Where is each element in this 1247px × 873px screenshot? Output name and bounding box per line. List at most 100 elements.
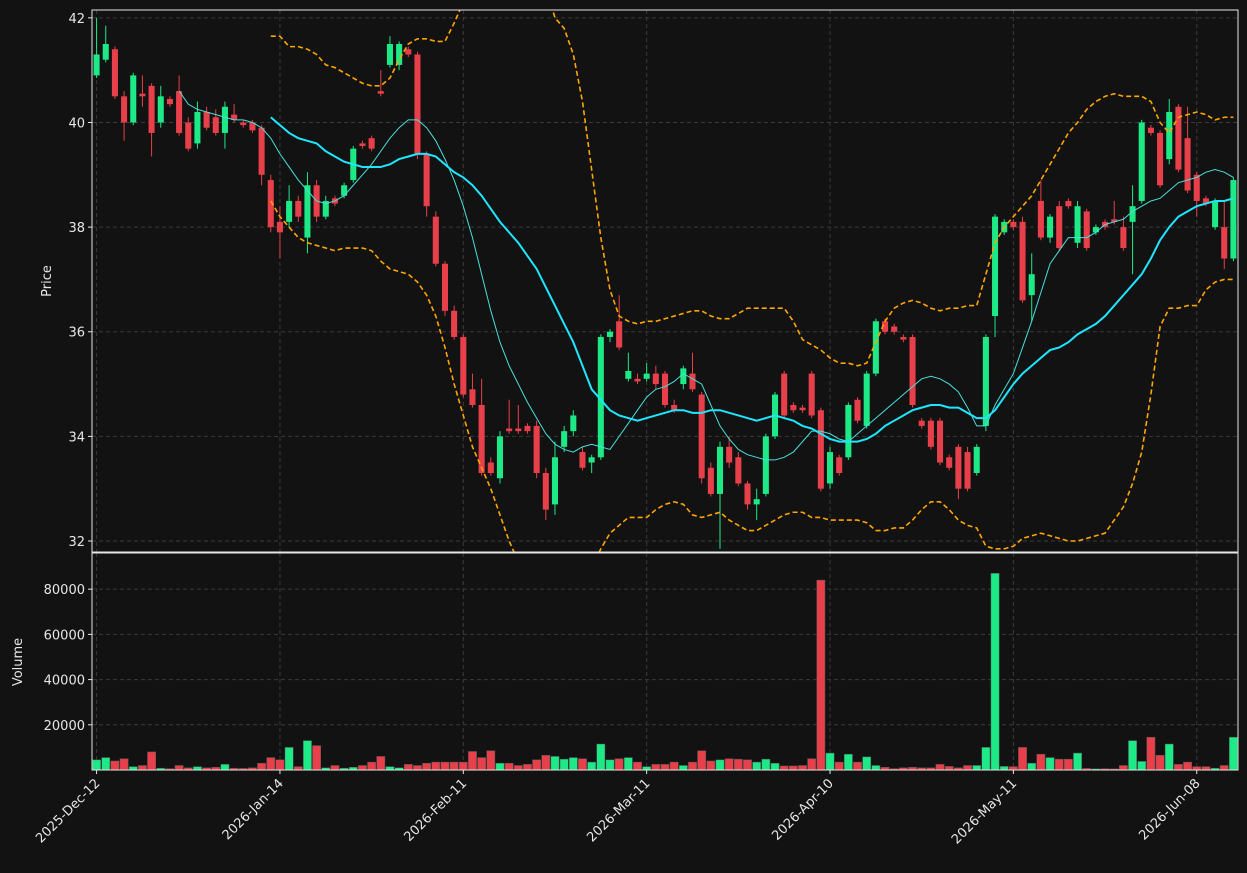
- volume-bar: [193, 766, 202, 770]
- candle-body: [900, 336, 907, 340]
- volume-bar: [550, 756, 560, 770]
- y-tick-label: 32: [68, 535, 85, 550]
- candle-body: [1138, 122, 1145, 201]
- volume-bar: [871, 765, 881, 770]
- y-tick-label: 40: [68, 116, 85, 131]
- candle-body: [111, 49, 118, 97]
- candle-body: [909, 336, 916, 405]
- volume-bar: [376, 756, 386, 770]
- candle-body: [1056, 206, 1063, 249]
- candle-body: [432, 216, 439, 264]
- volume-bar: [568, 757, 578, 770]
- candle-body: [322, 200, 329, 217]
- candle-body: [1175, 106, 1182, 170]
- candle-body: [588, 457, 595, 463]
- candle-body: [918, 420, 925, 426]
- candle-body: [231, 114, 238, 120]
- candle-body: [606, 331, 614, 337]
- volume-bar: [458, 761, 468, 770]
- volume-bar: [1219, 765, 1229, 770]
- candle-body: [799, 407, 806, 411]
- volume-bar: [1119, 765, 1128, 770]
- y-tick-label: 34: [68, 430, 85, 445]
- candle-body: [276, 221, 283, 233]
- candle-body: [762, 436, 769, 494]
- volume-bar: [1183, 761, 1192, 770]
- candle-body: [781, 373, 788, 416]
- volume-bar: [651, 764, 661, 770]
- candle-body: [698, 394, 705, 479]
- candle-body: [1074, 206, 1081, 243]
- volume-bar: [990, 573, 1000, 770]
- volume-bar: [477, 757, 487, 770]
- volume-bar: [220, 764, 230, 770]
- candle-body: [1111, 219, 1118, 222]
- volume-bar: [1155, 755, 1165, 770]
- candle-body: [616, 321, 623, 348]
- candle-body: [377, 91, 384, 94]
- candle-body: [561, 431, 568, 447]
- price-frame: [91, 9, 1239, 553]
- candle-body: [845, 404, 852, 458]
- volume-bar: [660, 764, 670, 770]
- volume-bar: [449, 761, 459, 770]
- volume-bar: [596, 743, 606, 770]
- volume-bar: [834, 761, 844, 770]
- y-tick-label: 40000: [44, 674, 85, 689]
- overlay-line: [270, 116, 1234, 443]
- candle-body: [634, 378, 641, 382]
- volume-bar: [422, 762, 432, 770]
- volume-bar: [981, 747, 991, 770]
- candle-body: [551, 457, 559, 505]
- candle-body: [973, 446, 980, 474]
- candle-body: [487, 462, 494, 474]
- candle-body: [946, 457, 953, 468]
- candle-body: [625, 370, 632, 379]
- candle-body: [121, 96, 128, 123]
- candle-body: [93, 54, 100, 76]
- candle-body: [542, 473, 549, 510]
- volume-bar: [431, 761, 441, 770]
- volume-bar: [413, 765, 422, 770]
- volume-bar: [733, 758, 743, 770]
- candle-body: [240, 122, 247, 126]
- candle-body: [185, 122, 192, 149]
- candle-body: [1202, 198, 1209, 204]
- volume-bar: [257, 762, 266, 770]
- candle-body: [982, 336, 989, 426]
- volume-bar: [266, 757, 276, 770]
- candle-body: [405, 49, 412, 55]
- candle-body: [451, 310, 458, 337]
- candle-body: [423, 153, 430, 207]
- y-tick-label: 60000: [44, 628, 85, 643]
- candle-body: [304, 185, 311, 238]
- volume-bar: [92, 759, 101, 770]
- volume-bar: [275, 759, 285, 770]
- volume-bar: [403, 764, 413, 770]
- volume-bar: [963, 765, 972, 770]
- volume-bar: [174, 765, 184, 770]
- volume-bar: [944, 766, 954, 770]
- candle-body: [826, 452, 834, 484]
- candle-body: [661, 373, 669, 405]
- candle-body: [716, 446, 724, 494]
- volume-bar: [1054, 758, 1064, 770]
- candle-body: [726, 446, 733, 463]
- volume-plot: [92, 553, 1238, 770]
- volume-bar: [128, 766, 138, 770]
- candle-body: [1147, 127, 1154, 133]
- volume-bar: [330, 765, 340, 770]
- volume-bar: [147, 751, 156, 770]
- volume-bar: [935, 764, 945, 770]
- x-tick-label: 2025-Dec-12: [33, 776, 103, 846]
- volume-bar: [238, 768, 248, 770]
- volume-bar: [807, 758, 817, 770]
- volume-bar: [1192, 766, 1202, 770]
- candle-body: [267, 180, 274, 228]
- volume-bar: [1027, 762, 1037, 770]
- candle-body: [744, 483, 751, 505]
- volume-bar: [358, 765, 367, 770]
- volume-bar: [468, 751, 477, 770]
- volume-bar: [1229, 736, 1238, 770]
- candle-body: [441, 263, 448, 311]
